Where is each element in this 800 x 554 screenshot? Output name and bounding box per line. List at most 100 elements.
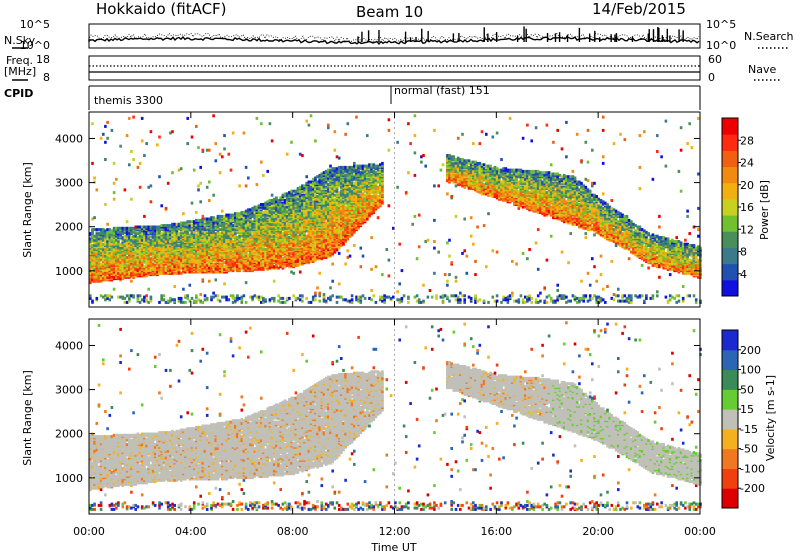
data-cell [147, 287, 150, 291]
data-cell [247, 176, 250, 180]
noise-ytick-bottom-left: 10^0 [20, 39, 50, 52]
noise-ytick-bottom-right: 10^0 [706, 39, 736, 52]
data-cell [140, 116, 144, 120]
data-cell [93, 228, 96, 232]
data-cell [244, 184, 248, 188]
data-cell [125, 255, 129, 259]
data-cell [93, 216, 96, 220]
data-cell [301, 154, 304, 157]
data-cell [186, 116, 189, 120]
data-cell [138, 238, 142, 242]
data-cell [125, 300, 129, 304]
data-cell [272, 279, 276, 283]
data-cell [260, 122, 263, 126]
data-cell [151, 246, 155, 250]
data-cell [132, 230, 135, 234]
data-cell [281, 296, 285, 300]
data-cell [242, 131, 246, 135]
data-cell [145, 225, 148, 229]
data-cell [199, 181, 202, 185]
data-cell [132, 255, 135, 259]
data-cell [186, 142, 189, 146]
data-cell [110, 251, 114, 255]
data-cell [140, 273, 144, 277]
data-cell [104, 254, 107, 258]
data-cell [140, 225, 144, 229]
data-cell [97, 228, 101, 232]
data-cell [102, 251, 105, 255]
data-cell [218, 299, 222, 303]
data-cell [149, 257, 153, 261]
data-cell [283, 300, 287, 304]
data-cell [138, 266, 142, 270]
data-cell [117, 230, 120, 234]
data-cell [147, 225, 150, 229]
data-cell [119, 265, 122, 269]
data-cell [136, 294, 140, 298]
data-cell [244, 165, 248, 169]
freq-panel-frame [88, 55, 701, 81]
data-cell [128, 294, 131, 298]
data-cell [331, 279, 334, 283]
data-cell [91, 255, 94, 259]
data-cell [257, 298, 261, 302]
data-cell [91, 273, 94, 277]
data-cell [125, 269, 129, 273]
data-cell [117, 254, 120, 258]
data-cell [112, 181, 116, 185]
data-cell [102, 242, 105, 246]
data-cell [318, 271, 321, 275]
data-cell [91, 217, 94, 221]
data-cell [136, 261, 140, 265]
data-cell [238, 184, 241, 188]
data-cell [115, 177, 118, 181]
data-cell [305, 296, 308, 300]
data-cell [314, 294, 317, 298]
data-cell [260, 160, 263, 164]
data-cell [190, 296, 194, 300]
data-cell [102, 258, 105, 262]
data-cell [91, 228, 94, 232]
data-cell [173, 285, 176, 288]
data-cell [106, 271, 109, 275]
data-cell [108, 238, 112, 242]
data-cell [140, 245, 144, 249]
data-cell [91, 244, 94, 247]
data-cell [99, 228, 103, 232]
data-cell [123, 234, 127, 238]
data-cell [305, 119, 308, 123]
data-cell [130, 248, 133, 251]
data-cell [270, 139, 274, 143]
data-cell [218, 171, 222, 175]
data-cell [102, 230, 105, 234]
data-cell [272, 296, 276, 300]
data-cell [275, 196, 278, 200]
data-cell [149, 251, 153, 255]
data-cell [255, 183, 259, 187]
data-cell [123, 296, 127, 300]
data-cell [91, 234, 94, 238]
data-cell [158, 300, 161, 304]
data-cell [199, 293, 202, 296]
data-cell [240, 298, 244, 302]
data-cell [106, 120, 109, 124]
data-cell [104, 124, 107, 128]
data-cell [147, 228, 150, 232]
data-cell [327, 126, 330, 130]
noise-sky-label: N.Sky [4, 34, 36, 47]
radar-title: Hokkaido (fitACF) [96, 0, 227, 18]
data-cell [195, 294, 198, 298]
data-cell [115, 226, 118, 230]
data-cell [123, 259, 127, 263]
data-cell [91, 249, 94, 253]
data-cell [149, 248, 153, 251]
data-cell [99, 255, 103, 259]
data-cell [227, 152, 231, 156]
data-cell [136, 165, 140, 169]
data-cell [151, 273, 155, 277]
data-cell [119, 277, 122, 281]
data-cell [143, 154, 146, 157]
data-cell [95, 237, 99, 241]
data-cell [110, 229, 114, 233]
